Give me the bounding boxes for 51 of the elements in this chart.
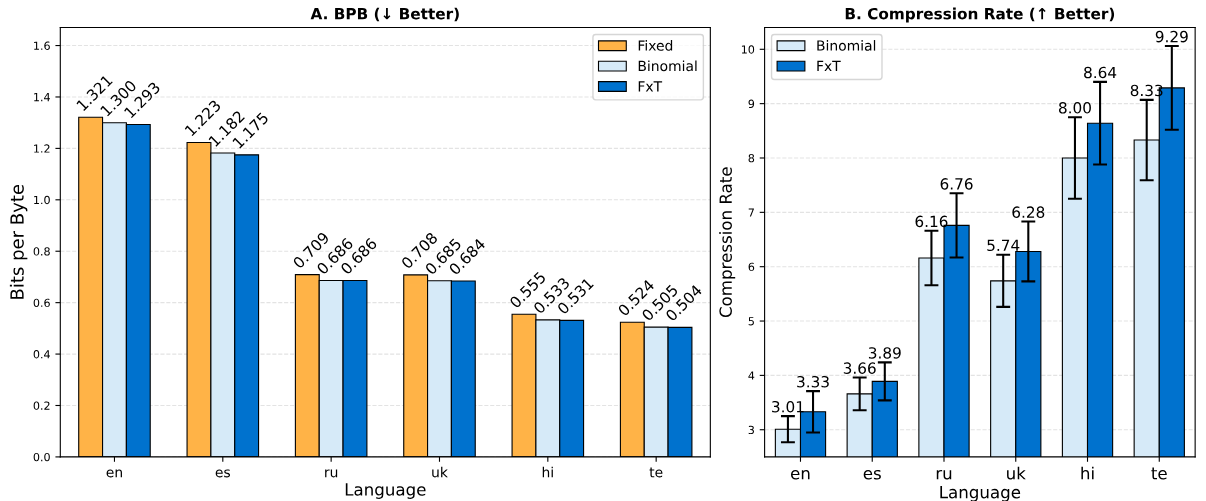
x-tick-label: hi [542, 466, 553, 478]
y-tick-label: 8 [748, 153, 755, 163]
y-axis-title: Compression Rate [719, 167, 736, 318]
x-axis-title: Language [345, 483, 426, 499]
legend-label: FxT [817, 60, 841, 71]
legend-label: Binomial [817, 40, 876, 51]
legend-label: FxT [638, 81, 663, 92]
x-tick-label: en [790, 469, 810, 480]
y-tick-label: 0.6 [33, 298, 50, 308]
y-tick-label: 4 [748, 371, 755, 380]
legend-label: Fixed [638, 40, 673, 51]
y-tick-label: 1.6 [34, 41, 50, 50]
legend-label: Binomial [638, 60, 697, 72]
data-label: 3.66 [843, 362, 876, 374]
data-label: 3.89 [868, 347, 901, 359]
y-tick-label: 3 [748, 425, 754, 435]
data-label: 3.01 [772, 400, 804, 413]
y-tick-label: 0.4 [33, 350, 50, 359]
data-label: 6.76 [940, 178, 973, 190]
x-tick-label: uk [432, 466, 448, 478]
x-tick-label: ru [325, 469, 338, 478]
data-label: 8.64 [1084, 66, 1117, 79]
y-tick-label: 0.8 [33, 247, 50, 256]
x-tick-label: te [649, 467, 663, 478]
chart-title: B. Compression Rate (↑ Better) [845, 7, 1115, 23]
y-tick-label: 0.0 [33, 452, 50, 462]
x-tick-label: es [215, 469, 231, 478]
y-tick-label: 1.0 [34, 195, 50, 205]
y-tick-label: 6 [748, 262, 755, 272]
data-label: 6.16 [915, 215, 948, 228]
x-tick-label: hi [1081, 466, 1094, 480]
data-label: 3.33 [797, 375, 829, 388]
data-label: 8.00 [1058, 102, 1091, 114]
y-tick-label: 5 [748, 317, 754, 326]
x-tick-label: uk [1007, 466, 1026, 480]
data-label: 6.28 [1012, 206, 1045, 218]
x-tick-label: te [1151, 467, 1167, 480]
y-tick-label: 1.4 [34, 93, 50, 102]
data-label: 5.74 [987, 239, 1020, 252]
y-tick-label: 1.2 [34, 144, 50, 153]
y-tick-label: 0.2 [33, 401, 50, 410]
data-label: 9.29 [1155, 30, 1188, 43]
x-tick-label: ru [936, 469, 952, 480]
y-tick-label: 7 [748, 208, 754, 217]
y-tick-label: 10 [741, 45, 755, 54]
x-axis-title: Language [940, 486, 1021, 501]
chart-title: A. BPB (↓ Better) [310, 7, 459, 22]
x-tick-label: es [863, 469, 881, 480]
x-tick-label: en [106, 469, 122, 478]
y-tick-label: 9 [748, 99, 755, 109]
y-axis-title: Bits per Byte [9, 184, 28, 299]
